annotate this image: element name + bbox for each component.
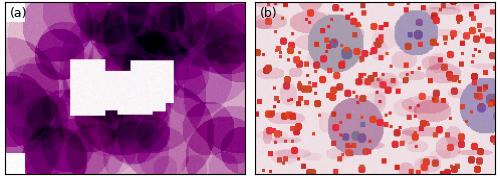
Text: (a): (a) — [10, 7, 28, 20]
Text: (b): (b) — [260, 7, 277, 20]
